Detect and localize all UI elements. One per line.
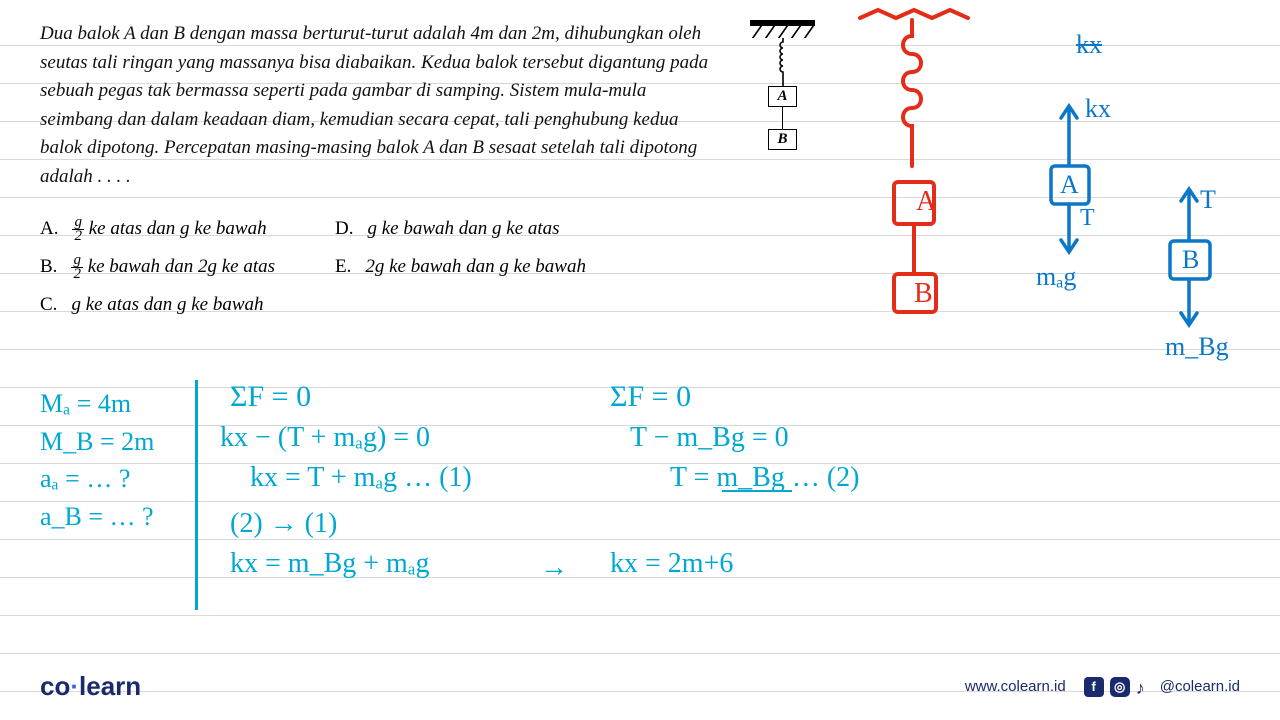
logo: co·learn (40, 671, 141, 702)
pt-0: Dua balok (40, 23, 124, 44)
instagram-icon: ◎ (1110, 677, 1130, 697)
option-c: C. g ke atas dan g ke bawah (40, 287, 275, 323)
footer-url: www.colearn.id (965, 678, 1066, 695)
hw-mA: Mₐ = 4m (40, 389, 131, 419)
hw-aA: aₐ = … ? (40, 464, 130, 494)
facebook-icon: f (1084, 677, 1104, 697)
footer-handle: @colearn.id (1160, 678, 1240, 695)
hw-underline (722, 490, 792, 492)
hw-aB: a_B = … ? (40, 502, 154, 532)
spring-icon (776, 38, 790, 86)
block-a: A (768, 86, 796, 107)
hw-divider (195, 380, 198, 610)
tiktok-icon: ♪ (1136, 678, 1154, 696)
hw-arrow-icon: → (540, 552, 568, 584)
fbd-blueB-mBg: m_Bg (1165, 332, 1229, 362)
footer-socials: f ◎ ♪ @colearn.id (1084, 677, 1240, 697)
option-e: E. 2g ke bawah dan g ke bawah (335, 249, 586, 285)
hw-wa-h1: ΣF = 0 (230, 380, 311, 414)
hw-wa-res: kx = 2m+6 (610, 548, 733, 580)
hw-wb-h1: ΣF = 0 (610, 380, 691, 414)
problem-figure: A B (750, 20, 815, 191)
hw-mB: M_B = 2m (40, 427, 154, 457)
hw-wb-l1: T − m_Bg = 0 (630, 422, 789, 454)
option-d: D. g ke bawah dan g ke atas (335, 211, 586, 247)
hw-wa-l3: (2) → (1) (230, 508, 337, 540)
option-a: A. g2 ke atas dan g ke bawah (40, 211, 275, 247)
hw-wa-l4: kx = m_Bg + mₐg (230, 548, 429, 580)
hw-wa-l1: kx − (T + mₐg) = 0 (220, 422, 430, 454)
problem-text: Dua balok A dan B dengan massa berturut-… (40, 20, 720, 191)
block-b: B (768, 129, 796, 150)
hw-wa-l2: kx = T + mₐg … (1) (250, 462, 472, 494)
option-b: B. g2 ke bawah dan 2g ke atas (40, 249, 275, 285)
answer-options: A. g2 ke atas dan g ke bawah B. g2 ke ba… (40, 211, 1220, 323)
